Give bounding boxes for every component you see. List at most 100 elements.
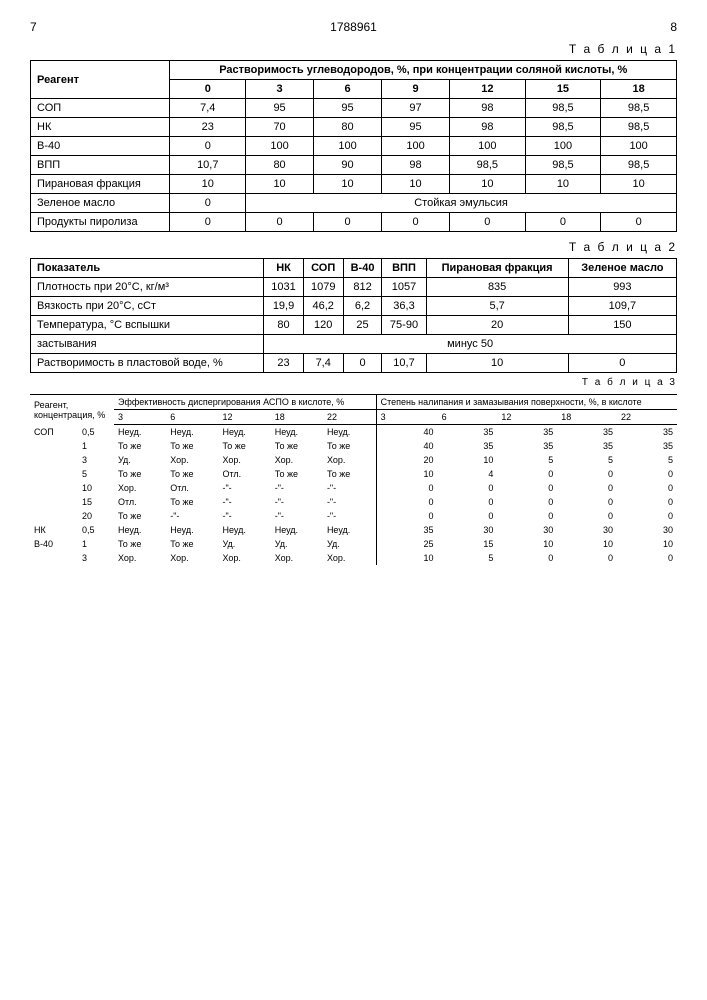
- t3-eff-cell: -"-: [323, 481, 376, 495]
- t3-conc: 3: [376, 410, 437, 425]
- t3-eff-cell: Отл.: [114, 495, 166, 509]
- t1-cell: 70: [246, 118, 314, 137]
- t3-reagent: В-40: [30, 537, 78, 551]
- t3-eff-cell: Хор.: [271, 551, 323, 565]
- t3-adh-cell: 10: [376, 551, 437, 565]
- t3-eff-cell: Отл.: [166, 481, 218, 495]
- t1-cell: 100: [246, 137, 314, 156]
- t3-eff-cell: То же: [271, 439, 323, 453]
- t1-cell: 98,5: [525, 99, 601, 118]
- t1-cell: 10: [314, 175, 382, 194]
- t3-adh-cell: 0: [557, 467, 617, 481]
- t3-eff-cell: Неуд.: [271, 425, 323, 440]
- t2-cell: 5,7: [426, 297, 568, 316]
- table-row: 10Хор.Отл.-"--"--"-00000: [30, 481, 677, 495]
- t1-cell: 98: [450, 118, 526, 137]
- t3-adh-cell: 15: [438, 537, 498, 551]
- table-row: 1То жеТо жеТо жеТо жеТо же4035353535: [30, 439, 677, 453]
- t2-freeze-label: застывания: [31, 335, 264, 354]
- t1-cell: 100: [525, 137, 601, 156]
- t1-cell: 98,5: [525, 118, 601, 137]
- t2-col: НК: [264, 259, 304, 278]
- table2-caption: Т а б л и ц а 2: [30, 240, 677, 254]
- t3-eff-cell: Хор.: [323, 453, 376, 467]
- t3-adh-cell: 0: [557, 495, 617, 509]
- t2-freeze: застывания минус 50: [31, 335, 677, 354]
- t1-cell: 90: [314, 156, 382, 175]
- t3-adh-cell: 30: [617, 523, 677, 537]
- t2-cell: 1057: [382, 278, 426, 297]
- t2-cell: 19,9: [264, 297, 304, 316]
- t3-conc: 18: [557, 410, 617, 425]
- t2-cell: 80: [264, 316, 304, 335]
- table1: Реагент Растворимость углеводородов, %, …: [30, 60, 677, 232]
- t3-adh-cell: 5: [438, 551, 498, 565]
- t3-adh-cell: 0: [617, 495, 677, 509]
- t2-cell: 25: [343, 316, 382, 335]
- t2-freeze-val: минус 50: [264, 335, 677, 354]
- table-row: Температура, °С вспышки801202575-9020150: [31, 316, 677, 335]
- t2-cell: 150: [568, 316, 676, 335]
- t2-cell: 109,7: [568, 297, 676, 316]
- t3-conc: 6: [166, 410, 218, 425]
- t3-conc: 22: [617, 410, 677, 425]
- t3-h-eff: Эффективность диспергирования АСПО в кис…: [114, 395, 376, 410]
- t1-header-span: Растворимость углеводородов, %, при конц…: [170, 61, 677, 80]
- t1-green-zero: 0: [170, 194, 246, 213]
- t1-cell: 0: [170, 213, 246, 232]
- t1-conc: 18: [601, 80, 677, 99]
- t3-adh-cell: 4: [438, 467, 498, 481]
- t3-reagent: [30, 509, 78, 523]
- t3-eff-cell: -"-: [271, 495, 323, 509]
- t2-cell: 75-90: [382, 316, 426, 335]
- table-row: 3Хор.Хор.Хор.Хор.Хор.105000: [30, 551, 677, 565]
- t1-cell: 7,4: [170, 99, 246, 118]
- t3-eff-cell: То же: [271, 467, 323, 481]
- t2-cell: 0: [568, 354, 676, 373]
- table-row: Пирановая фракция10101010101010: [31, 175, 677, 194]
- t2-row-label: Вязкость при 20°С, сСт: [31, 297, 264, 316]
- t2-col: В-40: [343, 259, 382, 278]
- t1-cell: 98,5: [450, 156, 526, 175]
- t3-reagent: [30, 551, 78, 565]
- t3-conc-val: 3: [78, 453, 114, 467]
- t3-eff-cell: -"-: [218, 481, 270, 495]
- t3-adh-cell: 10: [557, 537, 617, 551]
- t1-cell: 10: [450, 175, 526, 194]
- t3-adh-cell: 0: [617, 467, 677, 481]
- page-left: 7: [30, 20, 37, 34]
- t1-conc: 6: [314, 80, 382, 99]
- t3-adh-cell: 35: [617, 439, 677, 453]
- t3-eff-cell: То же: [166, 467, 218, 481]
- t3-reagent: [30, 453, 78, 467]
- t3-adh-cell: 0: [376, 495, 437, 509]
- t3-adh-cell: 30: [438, 523, 498, 537]
- t1-cell: 23: [170, 118, 246, 137]
- t2-row-label: Температура, °С вспышки: [31, 316, 264, 335]
- t3-adh-cell: 5: [557, 453, 617, 467]
- t2-col: Зеленое масло: [568, 259, 676, 278]
- t3-conc: 18: [271, 410, 323, 425]
- t3-adh-cell: 10: [497, 537, 557, 551]
- t2-cell: 7,4: [303, 354, 343, 373]
- t3-adh-cell: 30: [557, 523, 617, 537]
- t1-cell: 98,5: [601, 118, 677, 137]
- t3-adh-cell: 35: [557, 425, 617, 440]
- t3-eff-cell: То же: [166, 439, 218, 453]
- t3-eff-cell: -"-: [271, 481, 323, 495]
- table-row: СОП7,49595979898,598,5: [31, 99, 677, 118]
- t3-eff-cell: Неуд.: [271, 523, 323, 537]
- t3-conc: 12: [218, 410, 270, 425]
- t1-row-label: Пирановая фракция: [31, 175, 170, 194]
- t3-adh-cell: 35: [438, 425, 498, 440]
- t3-adh-cell: 0: [557, 481, 617, 495]
- t2-cell: 46,2: [303, 297, 343, 316]
- t1-conc: 3: [246, 80, 314, 99]
- t2-cell: 23: [264, 354, 304, 373]
- t3-adh-cell: 35: [617, 425, 677, 440]
- t3-eff-cell: -"-: [218, 509, 270, 523]
- t1-col-reagent: Реагент: [31, 61, 170, 99]
- t3-eff-cell: Уд.: [271, 537, 323, 551]
- t3-adh-cell: 0: [438, 509, 498, 523]
- t2-cell: 120: [303, 316, 343, 335]
